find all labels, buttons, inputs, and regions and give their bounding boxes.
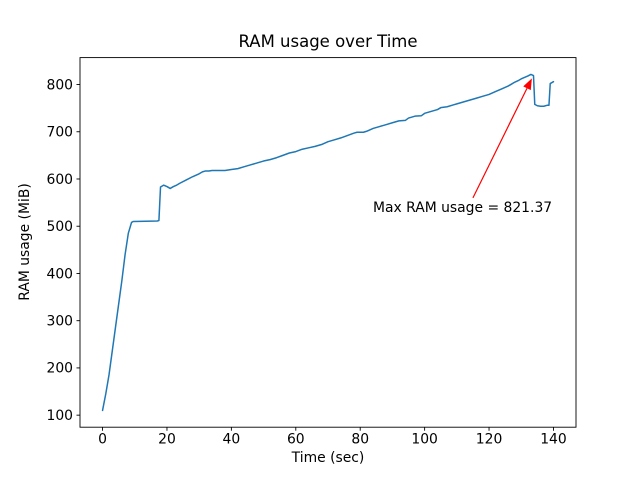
y-tick-label: 700 — [46, 125, 73, 141]
ram-usage-line — [101, 73, 555, 412]
chart-title: RAM usage over Time — [238, 32, 417, 51]
x-tick-label: 0 — [98, 432, 107, 448]
x-tick-label: 40 — [223, 432, 241, 448]
x-tick-label: 80 — [351, 432, 369, 448]
axes-spines — [79, 57, 577, 428]
y-tick-label: 600 — [46, 172, 73, 188]
x-tick-label: 140 — [540, 432, 567, 448]
y-tick-label: 800 — [46, 77, 73, 93]
x-tick-label: 100 — [411, 432, 438, 448]
x-axis-label: Time (sec) — [291, 450, 365, 466]
annotation-text: Max RAM usage = 821.37 — [373, 200, 552, 216]
y-tick-label: 100 — [46, 408, 73, 424]
y-tick-label: 500 — [46, 219, 73, 235]
y-tick-label: 300 — [46, 313, 73, 329]
y-tick-label: 400 — [46, 266, 73, 282]
y-tick-label: 200 — [46, 361, 73, 377]
annotation-arrow-head — [523, 78, 532, 91]
annotation-arrow-shaft — [472, 87, 528, 199]
y-axis-label: RAM usage (MiB) — [17, 183, 33, 301]
x-tick-label: 120 — [476, 432, 503, 448]
chart-dynamic-layer: 0 20 40 60 80 100 120 140 100 200 300 400 500 600 700 8… — [46, 57, 577, 448]
x-tick-label: 60 — [287, 432, 305, 448]
x-tick-label: 20 — [158, 432, 176, 448]
